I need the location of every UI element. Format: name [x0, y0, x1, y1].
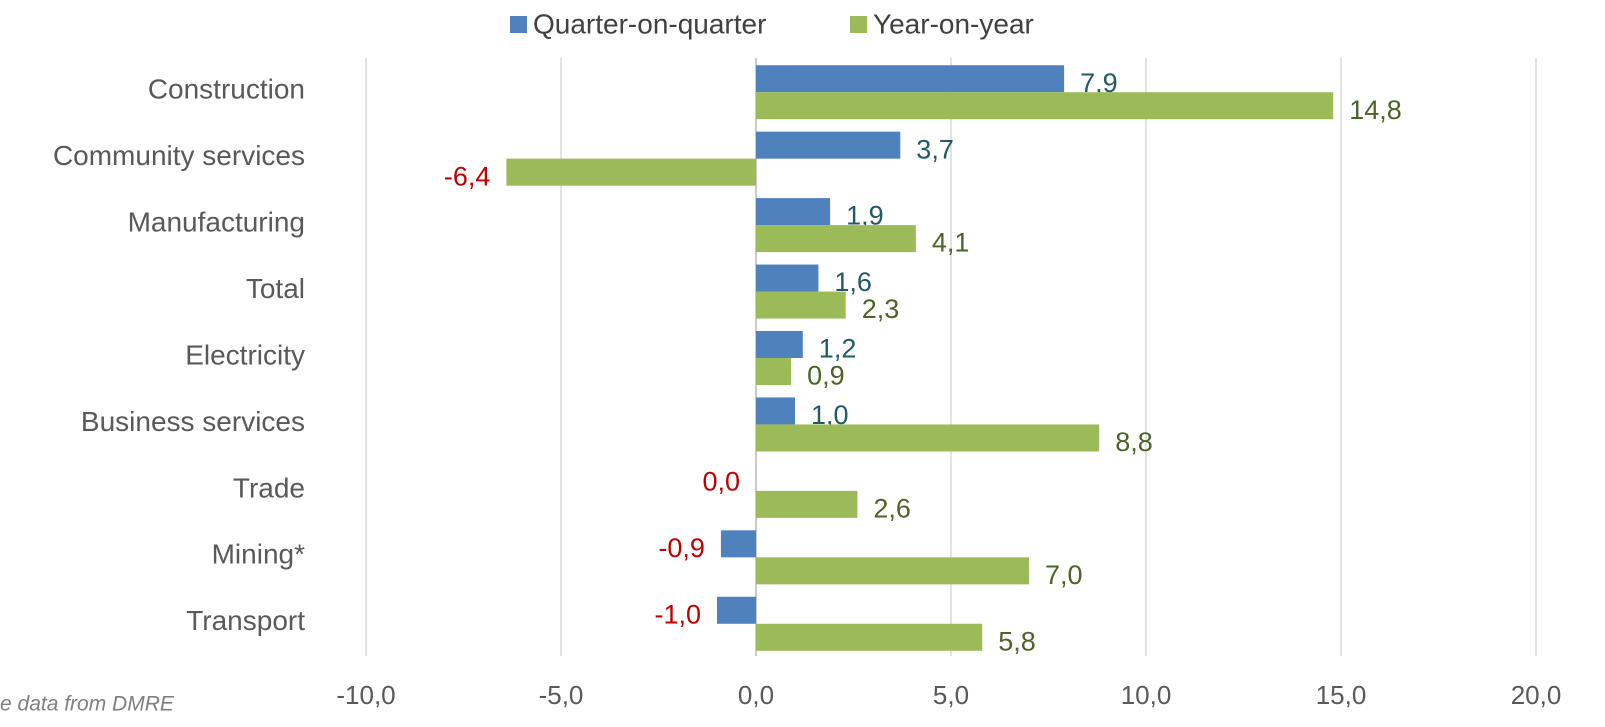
bar	[756, 490, 858, 518]
value-label: 8,8	[1115, 427, 1153, 457]
bar	[756, 198, 831, 226]
bar	[756, 92, 1334, 120]
value-label: 0,0	[702, 467, 740, 497]
bar	[720, 530, 756, 558]
value-label: 1,2	[819, 334, 857, 364]
category-label: Manufacturing	[128, 207, 305, 238]
category-label: Transport	[186, 605, 305, 636]
value-label: -6,4	[444, 161, 491, 191]
x-tick-label: 5,0	[933, 680, 969, 710]
x-tick-label: 20,0	[1511, 680, 1562, 710]
value-label: -0,9	[658, 533, 705, 563]
category-label: Mining*	[212, 539, 305, 570]
bar	[506, 158, 756, 186]
legend-swatch	[510, 16, 527, 33]
legend-label: Year-on-year	[873, 8, 1034, 39]
bar	[756, 358, 792, 385]
bar	[756, 131, 901, 159]
bar	[756, 424, 1100, 452]
x-tick-label: 10,0	[1121, 680, 1172, 710]
category-label: Trade	[233, 472, 305, 503]
value-label: 14,8	[1349, 95, 1402, 125]
bar	[756, 623, 983, 651]
value-label: 3,7	[916, 134, 954, 164]
bar	[756, 65, 1065, 93]
x-tick-label: 0,0	[738, 680, 774, 710]
category-label: Business services	[81, 406, 305, 437]
value-label: 0,9	[807, 361, 845, 391]
bar	[717, 596, 756, 624]
x-tick-label: -10,0	[336, 680, 395, 710]
value-label: 7,0	[1045, 560, 1083, 590]
category-label: Community services	[53, 140, 305, 171]
bar	[756, 225, 916, 253]
x-tick-label: 15,0	[1316, 680, 1367, 710]
category-label: Construction	[148, 74, 305, 105]
value-label: 5,8	[998, 626, 1036, 656]
value-label: 2,3	[862, 294, 900, 324]
bar	[756, 557, 1029, 585]
bar	[756, 331, 803, 358]
x-tick-label: -5,0	[539, 680, 584, 710]
bar	[756, 397, 795, 425]
value-label: 4,1	[932, 228, 970, 258]
category-label: Total	[246, 273, 305, 304]
bar	[756, 291, 846, 319]
bar	[756, 264, 819, 292]
source-note: e data from DMRE	[0, 693, 175, 716]
value-label: -1,0	[654, 599, 701, 629]
value-label: 2,6	[873, 494, 911, 524]
legend-swatch	[850, 16, 867, 33]
category-label: Electricity	[185, 339, 305, 370]
legend-label: Quarter-on-quarter	[533, 8, 766, 39]
